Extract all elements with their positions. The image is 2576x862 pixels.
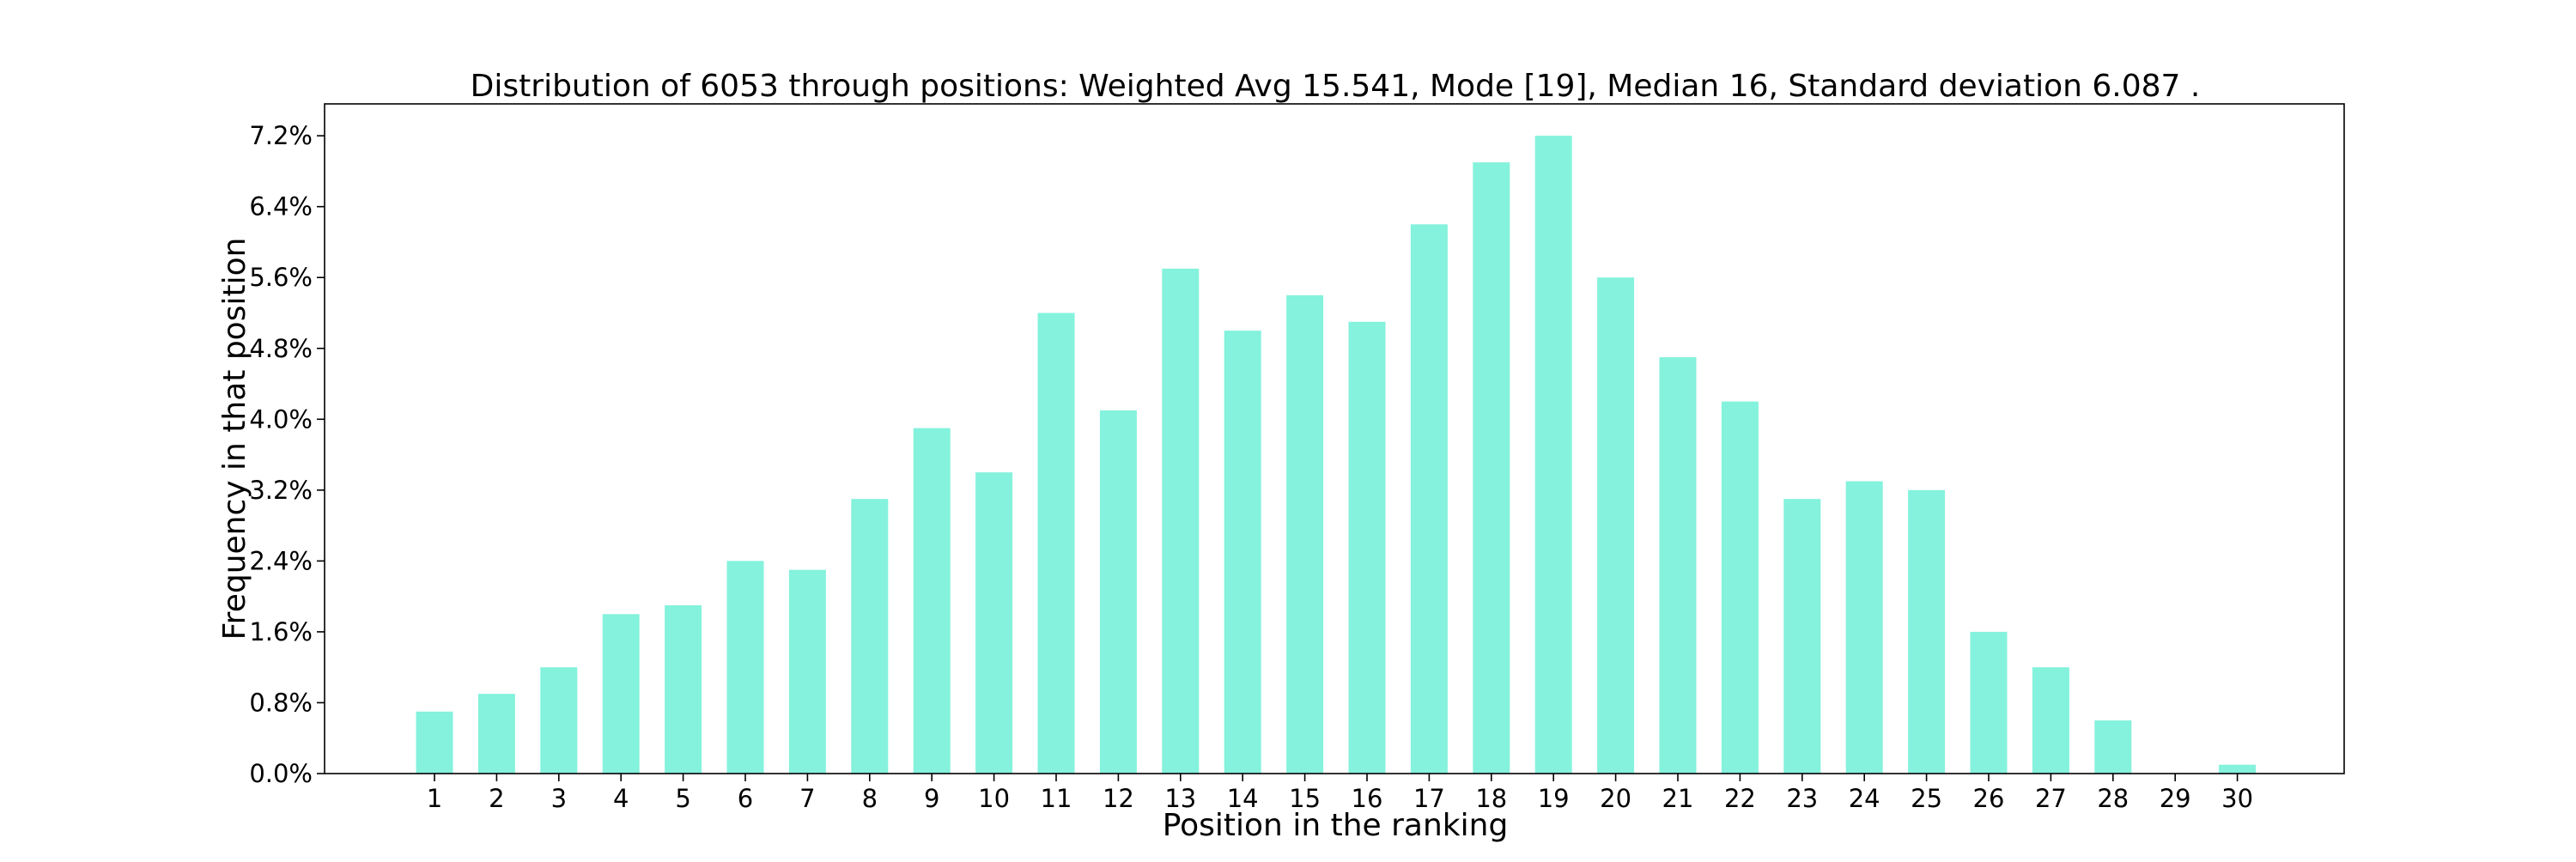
bar-24: [1845, 481, 1883, 774]
x-tick-label: 9: [924, 784, 939, 813]
x-tick-label: 1: [427, 784, 442, 813]
x-tick-label: 12: [1103, 784, 1134, 813]
x-tick-label: 6: [738, 784, 753, 813]
bar-21: [1659, 357, 1697, 774]
bar-14: [1224, 331, 1261, 774]
bar-13: [1162, 268, 1200, 774]
y-axis-label: Frequency in that position: [217, 238, 252, 640]
bar-30: [2219, 764, 2257, 774]
bar-8: [851, 499, 889, 774]
x-tick-label: 21: [1662, 784, 1694, 813]
x-tick-label: 3: [551, 784, 567, 813]
bar-25: [1908, 489, 1946, 774]
x-tick-label: 16: [1352, 784, 1383, 813]
x-tick-label: 8: [862, 784, 878, 813]
bar-9: [913, 428, 951, 774]
bar-4: [602, 614, 640, 774]
bar-23: [1783, 499, 1821, 774]
bar-6: [726, 561, 764, 774]
y-tick-label: 0.8%: [249, 688, 313, 717]
bar-18: [1473, 162, 1510, 774]
x-tick-label: 11: [1041, 784, 1072, 813]
x-tick-label: 7: [799, 784, 815, 813]
y-tick-label: 3.2%: [249, 476, 313, 505]
x-tick-label: 29: [2160, 784, 2191, 813]
x-tick-label: 28: [2097, 784, 2129, 813]
bar-11: [1037, 313, 1075, 774]
x-tick-label: 5: [675, 784, 690, 813]
x-tick-label: 14: [1227, 784, 1259, 813]
bar-19: [1534, 136, 1572, 774]
y-tick-label: 4.8%: [249, 334, 313, 363]
chart-title: Distribution of 6053 through positions: …: [471, 69, 2201, 104]
bar-3: [540, 667, 578, 774]
bar-10: [975, 472, 1013, 774]
x-tick-label: 15: [1289, 784, 1321, 813]
bar-27: [2032, 667, 2069, 774]
bar-15: [1286, 294, 1324, 774]
y-tick-label: 6.4%: [249, 192, 313, 222]
bar-16: [1348, 321, 1386, 774]
bar-12: [1099, 410, 1137, 774]
x-tick-label: 20: [1600, 784, 1631, 813]
x-tick-label: 24: [1849, 784, 1880, 813]
bar-26: [1970, 631, 2008, 774]
y-tick-label: 7.2%: [249, 121, 313, 150]
bar-7: [788, 569, 826, 774]
x-tick-label: 13: [1164, 784, 1196, 813]
x-tick-label: 19: [1538, 784, 1570, 813]
bar-1: [416, 711, 453, 774]
y-tick-label: 0.0%: [249, 759, 313, 788]
x-tick-label: 25: [1911, 784, 1942, 813]
x-axis-label: Position in the ranking: [1163, 808, 1509, 843]
bar-2: [477, 694, 515, 774]
x-tick-label: 2: [489, 784, 504, 813]
bar-22: [1721, 401, 1759, 774]
y-tick-label: 5.6%: [249, 263, 313, 292]
y-tick-label: 1.6%: [249, 617, 313, 646]
x-tick-label: 22: [1724, 784, 1756, 813]
x-tick-label: 10: [978, 784, 1010, 813]
bar-5: [665, 604, 702, 774]
y-tick-label: 4.0%: [249, 404, 313, 434]
bars-layer: [416, 136, 2257, 774]
x-tick-label: 18: [1475, 784, 1507, 813]
plot-frame: [324, 103, 2345, 774]
bar-20: [1597, 277, 1635, 774]
bar-17: [1410, 224, 1448, 774]
bar-28: [2094, 720, 2132, 774]
x-axis: 1 2 3 4 5 6 7 8 9 10 11 12 13 14 15 16 17 18 19 20 21 22 23 24 2…: [427, 774, 2253, 813]
y-tick-label: 2.4%: [249, 546, 313, 575]
x-tick-label: 26: [1973, 784, 2005, 813]
x-tick-label: 27: [2035, 784, 2067, 813]
x-tick-label: 17: [1413, 784, 1445, 813]
x-tick-label: 30: [2221, 784, 2253, 813]
x-tick-label: 4: [613, 784, 629, 813]
y-axis: 0.0% 0.8% 1.6% 2.4% 3.2% 4.0% 4.8% 5.6% 6.4% 7.2%: [249, 121, 325, 788]
x-tick-label: 23: [1786, 784, 1818, 813]
